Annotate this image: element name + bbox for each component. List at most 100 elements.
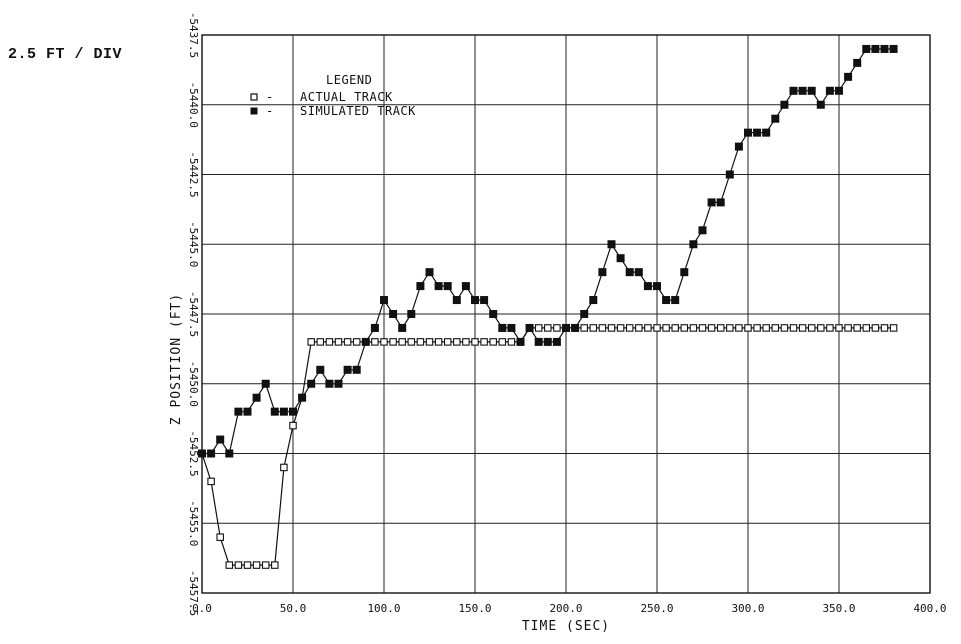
point-actual-track xyxy=(544,324,552,332)
scale-note: 2.5 FT / DIV xyxy=(8,46,123,63)
point-actual-track xyxy=(434,338,443,346)
point-simulated-track xyxy=(325,379,334,388)
point-actual-track xyxy=(398,338,406,346)
point-actual-track xyxy=(534,324,543,332)
point-actual-track xyxy=(243,561,252,569)
point-actual-track xyxy=(607,324,616,332)
point-simulated-track xyxy=(489,310,498,318)
point-actual-track xyxy=(835,324,843,332)
point-actual-track xyxy=(216,533,224,541)
point-simulated-track xyxy=(234,407,243,416)
point-simulated-track xyxy=(562,323,570,332)
x-tick-labels: 0.0 50.0 100.0 150.0 200.0 250.0 300.0 350.0 400… xyxy=(192,602,947,615)
point-actual-track xyxy=(653,324,661,332)
point-actual-track xyxy=(753,324,761,332)
point-actual-track xyxy=(807,324,816,332)
point-simulated-track xyxy=(471,296,479,305)
point-simulated-track xyxy=(289,407,297,416)
point-actual-track xyxy=(762,324,770,332)
point-actual-track xyxy=(780,324,789,332)
point-actual-track xyxy=(671,324,679,332)
point-simulated-track xyxy=(216,435,225,444)
point-actual-track xyxy=(689,324,698,332)
point-simulated-track xyxy=(498,323,507,332)
point-simulated-track xyxy=(307,379,316,388)
series-line-actual-track xyxy=(201,327,894,566)
y-axis-label: Z POSITION (FT) xyxy=(169,293,184,425)
point-actual-track xyxy=(307,338,315,346)
point-simulated-track xyxy=(853,58,862,67)
point-simulated-track xyxy=(862,44,871,53)
point-simulated-track xyxy=(343,365,352,374)
point-simulated-track xyxy=(334,379,343,388)
point-simulated-track xyxy=(643,282,652,291)
point-simulated-track xyxy=(480,296,489,305)
legend-title: LEGEND xyxy=(326,73,372,87)
point-simulated-track xyxy=(871,44,880,53)
point-simulated-track xyxy=(671,296,680,305)
grid xyxy=(201,34,931,594)
point-simulated-track xyxy=(680,268,689,277)
point-simulated-track xyxy=(780,100,789,109)
point-simulated-track xyxy=(543,337,552,346)
point-actual-track xyxy=(817,324,825,332)
legend-label-simulated-track: SIMULATED TRACK xyxy=(300,104,416,118)
legend-dash: - xyxy=(266,104,274,118)
y-tick-label: -5450.0 xyxy=(187,361,200,407)
point-simulated-track xyxy=(889,44,898,53)
point-actual-track xyxy=(489,338,497,346)
point-actual-track xyxy=(407,338,416,346)
point-simulated-track xyxy=(398,323,407,332)
y-tick-label: -5445.0 xyxy=(187,221,200,267)
legend-label-actual-track: ACTUAL TRACK xyxy=(300,90,393,104)
x-tick-label: 250.0 xyxy=(640,602,673,615)
point-simulated-track xyxy=(798,86,807,95)
point-simulated-track xyxy=(825,86,834,95)
legend-marker-simulated-track xyxy=(250,107,258,115)
point-actual-track xyxy=(625,324,634,332)
point-simulated-track xyxy=(361,337,370,346)
point-simulated-track xyxy=(762,128,771,137)
point-actual-track xyxy=(462,338,470,346)
y-tick-label: -5455.0 xyxy=(187,500,200,546)
point-actual-track xyxy=(271,561,279,569)
point-simulated-track xyxy=(634,268,643,277)
point-simulated-track xyxy=(443,282,452,291)
point-actual-track xyxy=(280,463,288,472)
point-simulated-track xyxy=(616,254,625,263)
point-simulated-track xyxy=(207,449,216,458)
point-simulated-track xyxy=(835,86,843,95)
point-actual-track xyxy=(589,324,598,332)
point-actual-track xyxy=(635,324,643,332)
point-simulated-track xyxy=(225,449,234,458)
point-simulated-track xyxy=(552,337,561,346)
point-simulated-track xyxy=(352,365,361,374)
point-actual-track xyxy=(343,338,352,346)
plot-frame xyxy=(201,34,931,594)
point-simulated-track xyxy=(507,323,516,332)
point-actual-track xyxy=(726,324,734,332)
point-simulated-track xyxy=(370,323,379,332)
legend: LEGEND - ACTUAL TRACK - SIMULATED TRACK xyxy=(250,73,416,118)
point-actual-track xyxy=(207,477,215,486)
point-actual-track xyxy=(443,338,452,346)
point-actual-track xyxy=(380,338,388,346)
point-simulated-track xyxy=(707,198,716,207)
point-simulated-track xyxy=(279,407,288,416)
x-tick-label: 350.0 xyxy=(822,602,855,615)
point-simulated-track xyxy=(425,268,434,277)
point-actual-track xyxy=(334,338,343,346)
point-simulated-track xyxy=(316,365,325,374)
point-actual-track xyxy=(889,324,898,332)
x-tick-label: 300.0 xyxy=(731,602,764,615)
point-actual-track xyxy=(844,324,852,332)
x-tick-label: 50.0 xyxy=(280,602,307,615)
x-tick-label: 100.0 xyxy=(367,602,400,615)
point-simulated-track xyxy=(298,393,307,402)
legend-marker-actual-track xyxy=(250,93,258,101)
point-simulated-track xyxy=(880,44,889,53)
point-actual-track xyxy=(698,324,707,332)
point-actual-track xyxy=(616,324,625,332)
point-actual-track xyxy=(371,338,379,346)
